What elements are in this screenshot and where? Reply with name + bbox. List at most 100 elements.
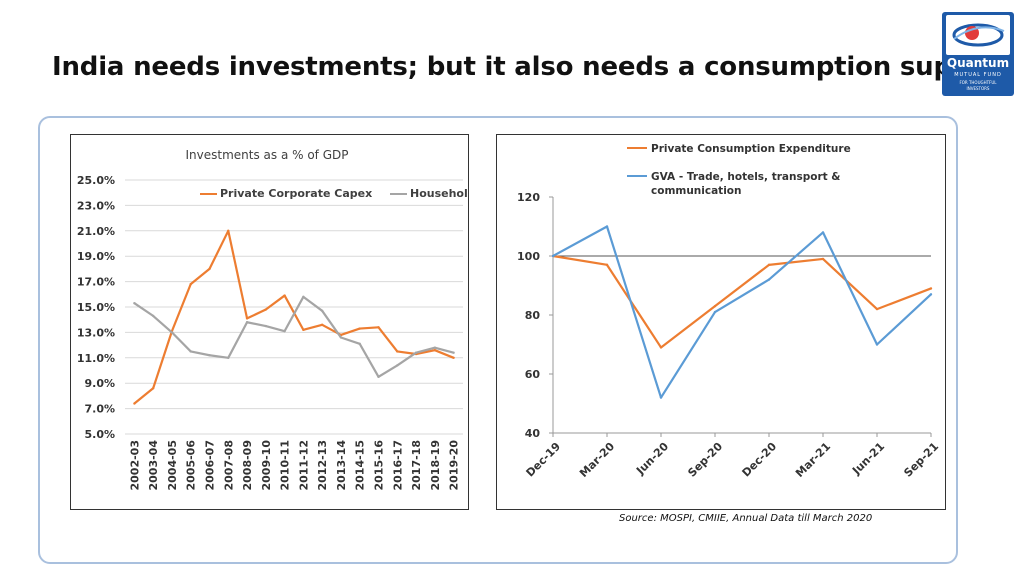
data-point <box>452 351 455 354</box>
data-point <box>170 331 174 334</box>
data-point <box>396 350 399 353</box>
y-tick-label: 13.0% <box>77 326 115 339</box>
data-point <box>929 293 933 296</box>
y-tick-label: 11.0% <box>77 352 115 365</box>
data-point <box>320 323 324 326</box>
y-tick-label: 25.0% <box>77 174 115 187</box>
slide-title: India needs investments; but it also nee… <box>52 52 1013 82</box>
x-tick-label: 2011-12 <box>297 440 310 491</box>
logo-tagline-1: FOR THOUGHTFUL <box>959 80 997 85</box>
x-tick-label: 2018-19 <box>429 440 442 491</box>
consumption-chart-svg: Private Consumption Expenditure GVA - Tr… <box>517 143 941 480</box>
y-tick-label: 23.0% <box>77 199 115 212</box>
chart-title: Investments as a % of GDP <box>186 148 349 162</box>
y-tick-label: 80 <box>525 309 541 322</box>
x-tick-label: 2010-11 <box>279 440 292 491</box>
data-point <box>659 396 663 399</box>
y-tick-label: 7.0% <box>84 403 115 416</box>
quantum-logo: Quantum MUTUAL FUND FOR THOUGHTFUL INVES… <box>942 12 1014 96</box>
x-tick-label: 2006-07 <box>204 440 217 491</box>
data-point <box>929 287 933 290</box>
data-point <box>208 354 211 357</box>
y-tick-label: 100 <box>517 250 540 263</box>
data-point <box>227 229 230 232</box>
legend-label-private-capex: Private Corporate Capex <box>220 187 372 200</box>
x-tick-label: Dec-20 <box>740 440 780 480</box>
logo-emblem <box>946 15 1010 55</box>
data-point <box>283 294 286 297</box>
data-point <box>713 304 717 308</box>
data-point <box>767 263 771 267</box>
data-point <box>151 387 155 390</box>
x-tick-label: 2008-09 <box>241 440 254 491</box>
y-tick-label: 17.0% <box>77 276 115 289</box>
y-tick-label: 9.0% <box>84 377 115 390</box>
data-point <box>264 308 268 311</box>
data-point <box>551 254 555 258</box>
consumption-chart: Private Consumption Expenditure GVA - Tr… <box>496 134 946 510</box>
data-point <box>396 364 399 367</box>
x-tick-label: 2015-16 <box>373 440 386 491</box>
x-tick-label: Sep-21 <box>901 440 941 480</box>
data-point <box>133 301 136 305</box>
data-point <box>452 356 455 359</box>
source-note: Source: MOSPI, CMIIE, Annual Data till M… <box>619 513 873 524</box>
data-point <box>433 346 437 349</box>
investments-chart-svg: Investments as a % of GDP Private Corpor… <box>77 148 518 491</box>
y-tick-label: 5.0% <box>84 428 115 441</box>
data-point <box>208 267 211 271</box>
data-point <box>377 375 380 379</box>
data-point <box>875 307 879 311</box>
x-tick-label: Mar-21 <box>793 440 833 480</box>
x-tick-label: 2019-20 <box>448 440 461 491</box>
data-point <box>414 351 418 354</box>
y-tick-label: 21.0% <box>77 225 115 238</box>
legend-label-household-capex: Household Capex <box>410 187 468 200</box>
x-tick-label: 2003-04 <box>147 440 160 491</box>
y-tick-label: 19.0% <box>77 250 115 263</box>
x-tick-label: 2009-10 <box>260 440 273 491</box>
legend-label-gva-line-1: GVA - Trade, hotels, transport & <box>651 171 840 183</box>
x-tick-label: Mar-20 <box>577 440 617 480</box>
investments-chart: Investments as a % of GDP Private Corpor… <box>70 134 518 510</box>
data-point <box>302 328 305 332</box>
x-tick-label: 2002-03 <box>128 440 141 491</box>
x-tick-label: 2017-18 <box>410 440 423 491</box>
x-tick-label: 2004-05 <box>166 440 179 491</box>
x-tick-label: Sep-20 <box>685 440 725 480</box>
logo-name: Quantum <box>946 56 1010 70</box>
x-tick-label: Jun-21 <box>849 440 887 478</box>
data-point <box>133 402 136 405</box>
data-point <box>821 257 825 261</box>
data-point <box>302 295 305 299</box>
data-point <box>320 309 324 313</box>
data-point <box>875 343 879 346</box>
x-tick-label: 2007-08 <box>222 440 235 491</box>
data-point <box>659 346 663 349</box>
data-point <box>767 278 771 281</box>
data-point <box>358 327 361 330</box>
y-tick-label: 15.0% <box>77 301 115 314</box>
series-line-household-capex <box>133 295 454 378</box>
data-point <box>339 336 343 339</box>
data-point <box>227 356 230 359</box>
data-point <box>821 231 825 234</box>
data-point <box>713 310 717 314</box>
data-point <box>377 326 380 329</box>
data-point <box>264 324 268 328</box>
logo-tagline-2: INVESTORS <box>966 86 990 91</box>
series-line-gva <box>552 225 932 399</box>
series-line-private-capex <box>133 229 455 405</box>
y-tick-label: 60 <box>525 368 541 381</box>
logo-subtitle: MUTUAL FUND <box>954 72 1002 78</box>
x-tick-label: 2016-17 <box>391 440 404 491</box>
x-tick-label: 2012-13 <box>316 440 329 491</box>
x-tick-label: 2013-14 <box>335 440 348 491</box>
legend-label-gva: GVA - Trade, hotels, transport & communi… <box>651 171 844 197</box>
data-point <box>433 348 437 352</box>
data-point <box>151 314 155 318</box>
logo-swirl-icon <box>952 23 1005 47</box>
data-point <box>245 321 249 324</box>
series-line-pce <box>552 254 932 349</box>
y-tick-label: 40 <box>525 427 541 440</box>
